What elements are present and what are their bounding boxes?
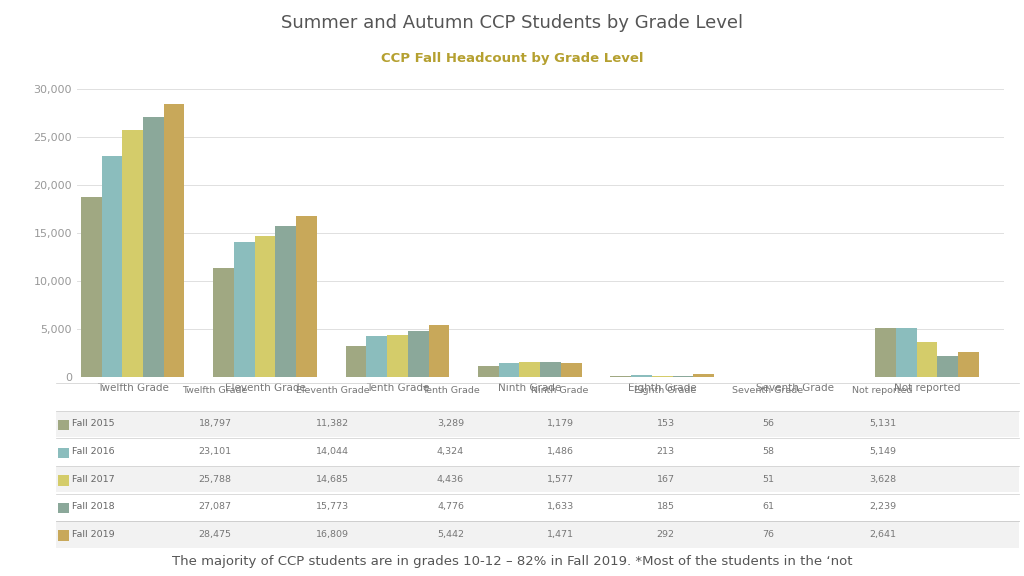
Text: Fall 2018: Fall 2018 (72, 502, 115, 511)
Text: 3,628: 3,628 (869, 475, 896, 484)
Text: 14,044: 14,044 (316, 447, 349, 456)
Text: Fall 2019: Fall 2019 (72, 530, 115, 539)
Bar (541, 362, 561, 377)
Text: 4,436: 4,436 (437, 475, 464, 484)
Text: 3,289: 3,289 (437, 419, 464, 429)
Bar (652, 376, 673, 377)
Text: 213: 213 (656, 447, 675, 456)
Text: 5,149: 5,149 (869, 447, 896, 456)
Text: 185: 185 (656, 502, 675, 511)
Text: 5,442: 5,442 (437, 530, 464, 539)
Bar (916, 343, 937, 377)
Bar (233, 242, 255, 377)
Bar (101, 156, 122, 377)
Bar (561, 363, 582, 377)
Text: 27,087: 27,087 (199, 502, 231, 511)
Text: 14,685: 14,685 (316, 475, 349, 484)
Bar (958, 352, 979, 377)
Bar (275, 226, 296, 377)
Bar (428, 325, 450, 377)
Bar (213, 268, 233, 377)
Text: 5,131: 5,131 (869, 419, 896, 429)
Text: 25,788: 25,788 (199, 475, 231, 484)
Text: 76: 76 (762, 530, 774, 539)
Bar (387, 335, 408, 377)
Text: 23,101: 23,101 (199, 447, 231, 456)
Text: Fall 2017: Fall 2017 (72, 475, 115, 484)
Bar (896, 328, 916, 377)
Text: 28,475: 28,475 (199, 530, 231, 539)
Bar (296, 216, 316, 377)
Text: Twelfth Grade: Twelfth Grade (182, 386, 248, 395)
Bar (81, 197, 101, 377)
Bar (499, 363, 519, 377)
Text: 15,773: 15,773 (316, 502, 349, 511)
Bar (610, 376, 631, 377)
Text: 1,633: 1,633 (547, 502, 573, 511)
Text: 61: 61 (762, 502, 774, 511)
Text: Not reported: Not reported (852, 386, 913, 395)
Bar (673, 376, 693, 377)
Text: 11,382: 11,382 (316, 419, 349, 429)
Bar (367, 336, 387, 377)
Text: 1,179: 1,179 (547, 419, 573, 429)
Text: 56: 56 (762, 419, 774, 429)
Text: 153: 153 (656, 419, 675, 429)
Bar (519, 362, 541, 377)
Text: 4,776: 4,776 (437, 502, 464, 511)
Text: 58: 58 (762, 447, 774, 456)
Bar (345, 346, 367, 377)
Text: 4,324: 4,324 (437, 447, 464, 456)
Bar (478, 366, 499, 377)
Text: Summer and Autumn CCP Students by Grade Level: Summer and Autumn CCP Students by Grade … (281, 14, 743, 32)
Bar (143, 118, 164, 377)
Text: 292: 292 (656, 530, 675, 539)
Text: 51: 51 (762, 475, 774, 484)
Text: 18,797: 18,797 (199, 419, 231, 429)
Text: The majority of CCP students are in grades 10-12 – 82% in Fall 2019. *Most of th: The majority of CCP students are in grad… (172, 555, 852, 568)
Bar (122, 130, 143, 377)
Text: 1,471: 1,471 (547, 530, 573, 539)
Text: 16,809: 16,809 (316, 530, 349, 539)
Text: CCP Fall Headcount by Grade Level: CCP Fall Headcount by Grade Level (381, 52, 643, 65)
Text: 2,239: 2,239 (869, 502, 896, 511)
Text: Fall 2015: Fall 2015 (72, 419, 115, 429)
Bar (255, 236, 275, 377)
Text: 1,577: 1,577 (547, 475, 573, 484)
Text: Ninth Grade: Ninth Grade (531, 386, 589, 395)
Text: 1,486: 1,486 (547, 447, 573, 456)
Bar (693, 374, 714, 377)
Text: Eighth Grade: Eighth Grade (635, 386, 696, 395)
Text: Seventh Grade: Seventh Grade (732, 386, 804, 395)
Bar (937, 356, 958, 377)
Text: Fall 2016: Fall 2016 (72, 447, 115, 456)
Text: 2,641: 2,641 (869, 530, 896, 539)
Bar (164, 104, 184, 377)
Bar (876, 328, 896, 377)
Bar (408, 331, 428, 377)
Text: Tenth Grade: Tenth Grade (422, 386, 479, 395)
Text: 167: 167 (656, 475, 675, 484)
Bar (631, 375, 652, 377)
Text: Eleventh Grade: Eleventh Grade (296, 386, 370, 395)
